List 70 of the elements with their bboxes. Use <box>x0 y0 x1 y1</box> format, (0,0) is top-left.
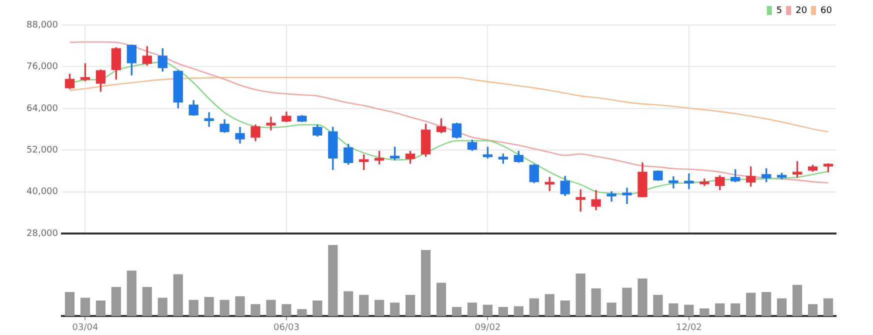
bar <box>188 300 198 316</box>
y-tick-label: 52,000 <box>26 146 58 156</box>
legend-label: 20 <box>796 6 808 16</box>
bar <box>452 306 462 316</box>
bar <box>684 304 694 316</box>
y-tick-label: 40,000 <box>26 187 58 198</box>
bar <box>482 304 492 316</box>
bar <box>591 288 601 316</box>
bar <box>96 300 106 316</box>
bar <box>390 302 400 316</box>
y-tick-label: 64,000 <box>26 104 58 114</box>
bar <box>282 304 292 316</box>
bar <box>220 300 230 316</box>
bar <box>560 300 570 316</box>
bar <box>700 308 710 316</box>
bar <box>653 294 663 316</box>
bar <box>173 274 183 316</box>
bar <box>344 291 354 316</box>
candlestick <box>390 146 400 160</box>
bar <box>777 298 787 316</box>
bar <box>544 294 554 316</box>
legend-label: 60 <box>820 6 832 16</box>
x-tick-label: 06/03 <box>273 322 300 333</box>
bar <box>576 273 586 316</box>
bar <box>622 288 632 316</box>
candlestick <box>204 112 214 127</box>
bar <box>111 287 121 316</box>
candlestick <box>823 163 834 172</box>
bar <box>762 292 772 316</box>
bar <box>406 294 416 316</box>
bar <box>235 296 245 316</box>
y-tick-label: 76,000 <box>26 62 58 72</box>
y-tick-label: 88,000 <box>26 20 58 30</box>
bar <box>126 270 136 316</box>
bar <box>668 303 678 316</box>
bar <box>312 300 322 316</box>
bar <box>266 300 276 316</box>
bar <box>792 284 802 316</box>
bar <box>730 303 740 316</box>
bar <box>715 303 725 316</box>
bar <box>359 294 369 316</box>
legend-label: 5 <box>776 6 782 16</box>
bar <box>606 302 616 316</box>
bar <box>420 250 431 316</box>
bar <box>808 304 818 316</box>
bar <box>297 309 307 316</box>
bar <box>467 302 478 316</box>
y-tick-label: 28,000 <box>26 228 58 239</box>
bar <box>328 245 338 316</box>
bar <box>436 282 446 316</box>
x-tick-label: 12/02 <box>676 322 702 333</box>
bar <box>638 278 648 316</box>
candlestick <box>266 116 276 130</box>
bar <box>142 287 152 316</box>
candlestick <box>622 188 632 204</box>
bar <box>823 298 834 316</box>
x-tick-label: 03/04 <box>72 322 98 333</box>
bar <box>529 298 539 316</box>
candlestick <box>80 63 90 82</box>
bar <box>514 306 524 316</box>
x-tick-label: 09/02 <box>474 322 501 333</box>
bar <box>498 306 508 316</box>
bar <box>64 292 75 316</box>
bar <box>374 300 384 316</box>
candlestick <box>606 191 616 202</box>
bar <box>250 304 260 316</box>
bar <box>204 296 214 316</box>
bar <box>158 298 168 316</box>
bar <box>80 298 90 316</box>
bar <box>746 292 756 316</box>
